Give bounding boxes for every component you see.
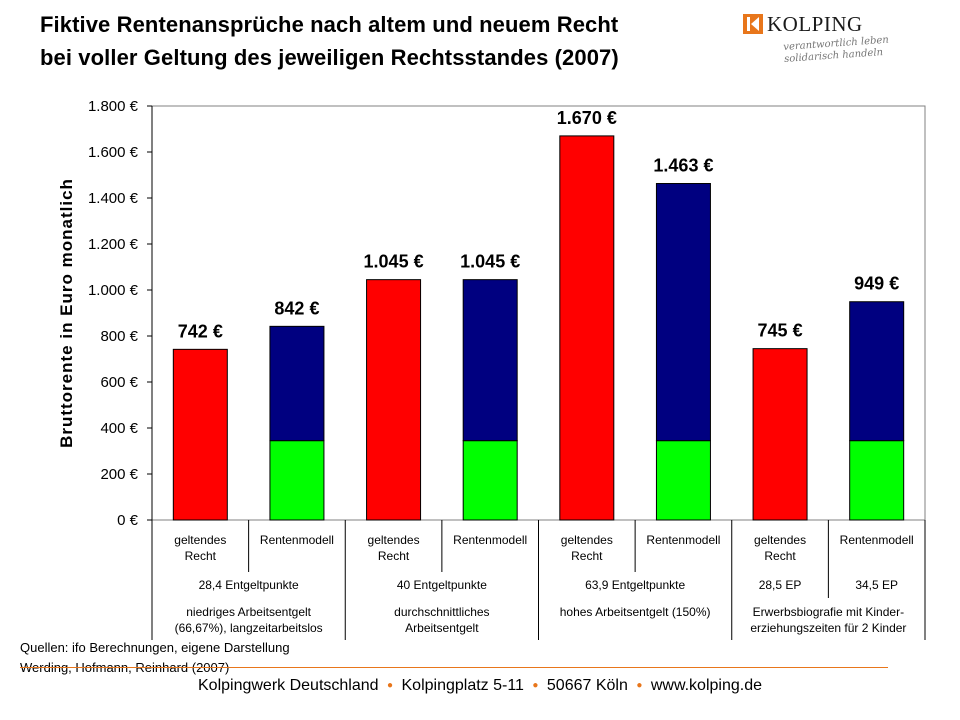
category-label: Recht xyxy=(185,549,217,563)
category-label: geltendes xyxy=(368,533,420,547)
data-label: 949 € xyxy=(854,274,899,294)
y-tick-label: 1.000 € xyxy=(88,282,139,299)
category-label: Recht xyxy=(571,549,603,563)
group-description-label: hohes Arbeitsentgelt (150%) xyxy=(560,605,711,619)
group-points-label: 63,9 Entgeltpunkte xyxy=(585,578,685,592)
plot-area xyxy=(151,105,926,521)
y-axis-title: Bruttorente in Euro monatlich xyxy=(57,178,76,448)
chart-title: Fiktive Rentenansprüche nach altem und n… xyxy=(40,8,619,74)
source-note: Quellen: ifo Berechnungen, eigene Darste… xyxy=(20,638,290,678)
footer-web[interactable]: www.kolping.de xyxy=(650,677,762,694)
footer: Kolpingwerk Deutschland ● Kolpingplatz 5… xyxy=(0,677,960,695)
group-description-label: Erwerbsbiografie mit Kinder- xyxy=(753,605,904,619)
category-label: geltendes xyxy=(174,533,226,547)
category-label: geltendes xyxy=(561,533,613,547)
group-description-label: (66,67%), langzeitarbeitslos xyxy=(175,621,323,635)
footer-rule xyxy=(20,667,888,668)
bullet-icon: ● xyxy=(387,680,394,692)
data-label: 842 € xyxy=(274,298,319,318)
category-label: Recht xyxy=(378,549,410,563)
group-description-label: erziehungszeiten für 2 Kinder xyxy=(750,621,906,635)
bar-segment xyxy=(752,348,808,521)
bar-segment xyxy=(269,325,325,442)
bar-segment xyxy=(462,279,518,442)
footer-org: Kolpingwerk Deutschland xyxy=(198,677,379,694)
logo-name: KOLPING xyxy=(767,12,863,36)
footer-address: Kolpingplatz 5-11 xyxy=(401,677,524,694)
category-label: Rentenmodell xyxy=(453,533,527,547)
bar-segment xyxy=(655,183,711,442)
data-label: 1.045 € xyxy=(364,252,424,272)
bar-segment xyxy=(559,135,615,521)
y-tick-label: 1.200 € xyxy=(88,236,139,253)
category-label: Rentenmodell xyxy=(260,533,334,547)
group-points-label: 34,5 EP xyxy=(855,578,898,592)
y-tick-label: 600 € xyxy=(100,374,138,391)
bar-segment xyxy=(655,440,711,521)
source-line2: Werding, Hofmann, Reinhard (2007) xyxy=(20,660,230,675)
category-label: Rentenmodell xyxy=(646,533,720,547)
bar-segment xyxy=(269,440,325,521)
y-tick-label: 1.800 € xyxy=(88,98,139,115)
y-tick-label: 0 € xyxy=(117,512,139,529)
data-label: 1.670 € xyxy=(557,108,617,128)
category-label: Rentenmodell xyxy=(840,533,914,547)
group-points-label: 28,4 Entgeltpunkte xyxy=(199,578,299,592)
group-points-label: 28,5 EP xyxy=(759,578,802,592)
category-label: Recht xyxy=(764,549,796,563)
chart-title-line2: bei voller Geltung des jeweiligen Rechts… xyxy=(40,45,619,70)
data-label: 742 € xyxy=(178,321,223,341)
bar-segment xyxy=(172,348,228,521)
footer-city: 50667 Köln xyxy=(546,677,628,694)
bar-segment xyxy=(366,279,422,521)
bar-segment xyxy=(849,440,905,521)
kolping-logo: KOLPING verantwortlich leben solidarisch… xyxy=(743,10,903,72)
y-tick-label: 1.400 € xyxy=(88,190,139,207)
source-line1: Quellen: ifo Berechnungen, eigene Darste… xyxy=(20,640,290,655)
kolping-k-icon xyxy=(743,14,763,34)
chart-title-line1: Fiktive Rentenansprüche nach altem und n… xyxy=(40,12,619,37)
group-points-label: 40 Entgeltpunkte xyxy=(397,578,487,592)
group-description-label: durchschnittliches xyxy=(394,605,489,619)
y-tick-label: 1.600 € xyxy=(88,144,139,161)
category-label: geltendes xyxy=(754,533,806,547)
bullet-icon: ● xyxy=(532,680,539,692)
bullet-icon: ● xyxy=(636,680,643,692)
y-tick-label: 200 € xyxy=(100,466,138,483)
bar-segment xyxy=(462,440,518,521)
group-description-label: niedriges Arbeitsentgelt xyxy=(186,605,311,619)
data-label: 745 € xyxy=(758,321,803,341)
data-label: 1.045 € xyxy=(460,252,520,272)
bar-segment xyxy=(849,301,905,442)
data-label: 1.463 € xyxy=(653,156,713,176)
group-description-label: Arbeitsentgelt xyxy=(405,621,479,635)
y-tick-label: 400 € xyxy=(100,420,138,437)
stacked-bar-chart: 0 € 200 € 400 € 600 € 800 € 1.000 € 1.200 € 1.4… xyxy=(57,98,926,640)
y-tick-label: 800 € xyxy=(100,328,138,345)
